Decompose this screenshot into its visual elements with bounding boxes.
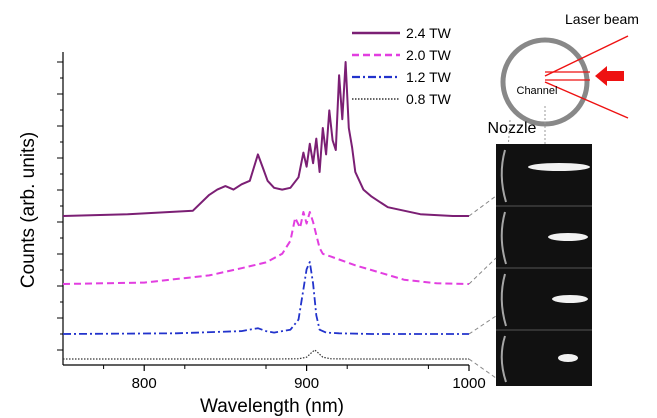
- image-strip-background: [496, 144, 592, 386]
- plasma-channel-glow: [548, 233, 588, 241]
- connector-line: [468, 315, 497, 335]
- series-line-08: [63, 349, 469, 360]
- legend-label: 1.2 TW: [406, 69, 452, 85]
- nozzle-edge-glow: [500, 211, 507, 265]
- series-line-24: [62, 61, 469, 217]
- legend-label: 0.8 TW: [406, 91, 452, 107]
- x-axis-ticks: 800 900 1000: [103, 365, 486, 392]
- series-line-20: [62, 211, 470, 285]
- plasma-channel-glow: [552, 295, 588, 303]
- laser-ray-upper: [544, 35, 629, 77]
- series-line-12: [62, 261, 469, 335]
- x-axis-label: Wavelength (nm): [200, 396, 344, 417]
- connector-line: [468, 195, 497, 217]
- x-tick-label: 900: [294, 375, 319, 392]
- y-axis-ticks: [57, 61, 63, 351]
- nozzle-edge-glow: [500, 273, 507, 327]
- legend-label: 2.4 TW: [406, 25, 452, 41]
- laser-ray-lower: [544, 81, 629, 119]
- x-tick-label: 800: [132, 375, 157, 392]
- plot-area: 800 900 1000: [57, 52, 486, 392]
- x-tick-label: 1000: [452, 375, 485, 392]
- plasma-channel-glow: [558, 354, 578, 362]
- legend-label: 2.0 TW: [406, 47, 452, 63]
- legend: 2.4 TW 2.0 TW 1.2 TW 0.8 TW: [352, 25, 452, 107]
- series-curves: [62, 61, 470, 360]
- channel-label: Channel: [517, 85, 558, 97]
- panel-connector-lines: [468, 195, 497, 379]
- shadowgraph-image-strip: [496, 144, 592, 386]
- connector-line: [468, 358, 497, 379]
- nozzle-label: Nozzle: [488, 120, 537, 137]
- nozzle-edge-glow: [500, 149, 507, 203]
- laser-arrow-icon: [595, 66, 624, 86]
- nozzle-edge-glow: [500, 335, 507, 383]
- connector-line: [468, 257, 497, 285]
- plasma-channel-glow: [528, 163, 590, 171]
- inset-schematic: Laser beam Channel Nozzle: [488, 11, 639, 151]
- laser-beam-label: Laser beam: [565, 11, 639, 27]
- y-axis-label: Counts (arb. units): [18, 132, 39, 288]
